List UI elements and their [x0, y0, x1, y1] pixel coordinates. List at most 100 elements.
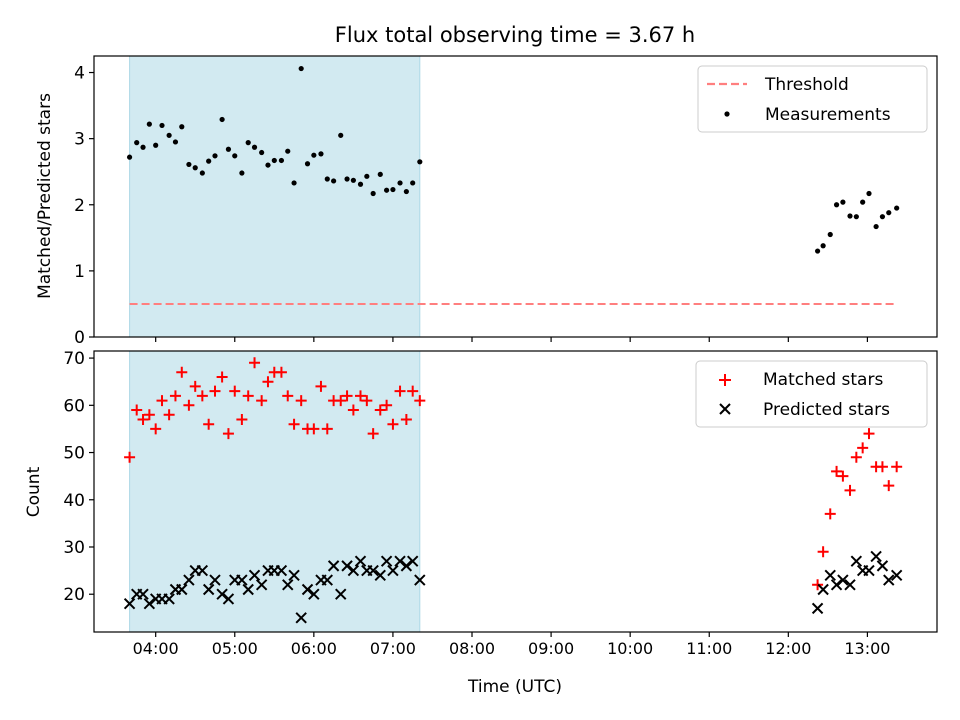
- predicted-star-point: [288, 569, 300, 582]
- predicted-star-point: [295, 612, 307, 624]
- measurement-point: [833, 202, 840, 208]
- matched-star-point: [275, 366, 287, 378]
- predicted-star-point: [163, 593, 175, 605]
- matched-star-point: [400, 413, 412, 425]
- predicted-star-point: [367, 564, 379, 577]
- measurement-point: [285, 148, 291, 154]
- matched-star-point: [361, 395, 373, 407]
- predicted-star-point: [196, 564, 209, 577]
- count-observing-span: [129, 350, 421, 633]
- predicted-star-point: [850, 555, 863, 567]
- ratio-y-tick-label: 0: [74, 328, 85, 348]
- measurement-point: [212, 153, 218, 159]
- measurement-point: [370, 190, 376, 197]
- measurement-point: [814, 248, 821, 254]
- measurement-point: [245, 140, 251, 146]
- matched-star-point: [282, 390, 294, 402]
- count-y-tick-label: 30: [63, 538, 85, 558]
- predicted-star-point: [837, 574, 849, 586]
- count-axes-frame: [93, 350, 938, 633]
- predicted-star-point: [216, 588, 228, 600]
- predicted-star-point: [406, 555, 419, 567]
- measurement-point: [291, 180, 297, 186]
- ratio-y-tick-label: 1: [74, 262, 85, 282]
- predicted-legend-label: Predicted stars: [763, 400, 890, 420]
- predicted-star-point: [341, 560, 353, 572]
- ratio-series-measurements: [126, 65, 900, 254]
- matched-star-point: [176, 366, 188, 378]
- matched-star-point: [414, 395, 426, 407]
- predicted-star-point: [137, 588, 149, 600]
- matched-star-point: [394, 385, 406, 397]
- count-y-tick-label: 40: [63, 491, 85, 511]
- measurement-point: [827, 231, 833, 238]
- threshold-legend-label: Threshold: [764, 75, 849, 95]
- predicted-star-point: [830, 579, 843, 591]
- measurement-point: [364, 173, 370, 179]
- matched-star-point: [236, 413, 248, 425]
- measurement-point: [403, 188, 409, 195]
- predicted-star-point: [301, 583, 314, 596]
- matched-star-point: [817, 546, 829, 558]
- x-tick-label: 04:00: [133, 639, 179, 658]
- measurement-point: [219, 116, 225, 123]
- predicted-star-point: [374, 569, 386, 582]
- predicted-star-point: [844, 579, 856, 591]
- measurement-point: [847, 213, 853, 219]
- predicted-star-point: [824, 569, 836, 582]
- predicted-star-point: [883, 574, 895, 586]
- measurement-point: [860, 199, 866, 205]
- matched-star-point: [262, 376, 274, 388]
- measurement-point: [879, 214, 886, 220]
- matched-star-point: [837, 470, 849, 482]
- count-x-axis-label: Time (UTC): [467, 677, 562, 697]
- matched-star-point: [374, 404, 386, 416]
- count-y-tick-label: 60: [63, 396, 85, 416]
- measurement-point: [344, 176, 350, 182]
- count-y-tick-label: 70: [63, 349, 85, 369]
- count-y-axis-label: Count: [24, 466, 44, 517]
- x-tick-label: 12:00: [765, 639, 811, 658]
- count-y-tick-label: 50: [63, 444, 85, 464]
- measurement-point: [186, 161, 192, 168]
- matched-star-point: [883, 480, 895, 492]
- predicted-star-point: [222, 593, 235, 605]
- matched-star-point: [242, 390, 254, 402]
- matched-star-point: [131, 404, 143, 416]
- matched-star-point: [367, 428, 379, 440]
- x-tick-label: 07:00: [370, 639, 416, 658]
- ratio-observing-span: [129, 55, 421, 338]
- matched-star-point: [347, 404, 359, 416]
- measurement-point: [840, 199, 846, 205]
- ratio-y-axis-label: Matched/Predicted stars: [35, 93, 55, 299]
- matched-star-point: [321, 423, 333, 435]
- predicted-star-point: [143, 597, 156, 610]
- matched-star-point: [209, 385, 221, 397]
- ratio-y-tick-label: 2: [74, 196, 85, 216]
- measurement-point: [192, 165, 198, 171]
- measurement-point: [259, 149, 265, 156]
- matched-star-point: [229, 385, 241, 397]
- measurement-point: [350, 177, 356, 183]
- predicted-legend-swatch: [719, 403, 731, 415]
- measurement-point: [239, 170, 245, 176]
- figure-title: Flux total observing time = 3.67 h: [335, 23, 695, 47]
- matched-legend-swatch: [719, 374, 731, 386]
- predicted-star-point: [380, 555, 393, 567]
- measurement-point: [318, 151, 324, 157]
- measurement-point: [166, 132, 172, 138]
- matched-star-point: [407, 385, 419, 397]
- measurement-point: [265, 162, 271, 168]
- matched-star-point: [295, 395, 307, 407]
- matched-star-point: [824, 508, 836, 520]
- matched-star-point: [163, 409, 175, 421]
- measurement-point: [820, 243, 826, 249]
- matched-star-point: [857, 442, 869, 454]
- ratio-axes-frame: [93, 55, 938, 338]
- measurement-point: [179, 124, 185, 130]
- matched-star-point: [137, 413, 149, 425]
- measurement-point: [126, 154, 133, 160]
- predicted-star-point: [327, 560, 340, 572]
- measurements-legend-label: Measurements: [765, 105, 891, 125]
